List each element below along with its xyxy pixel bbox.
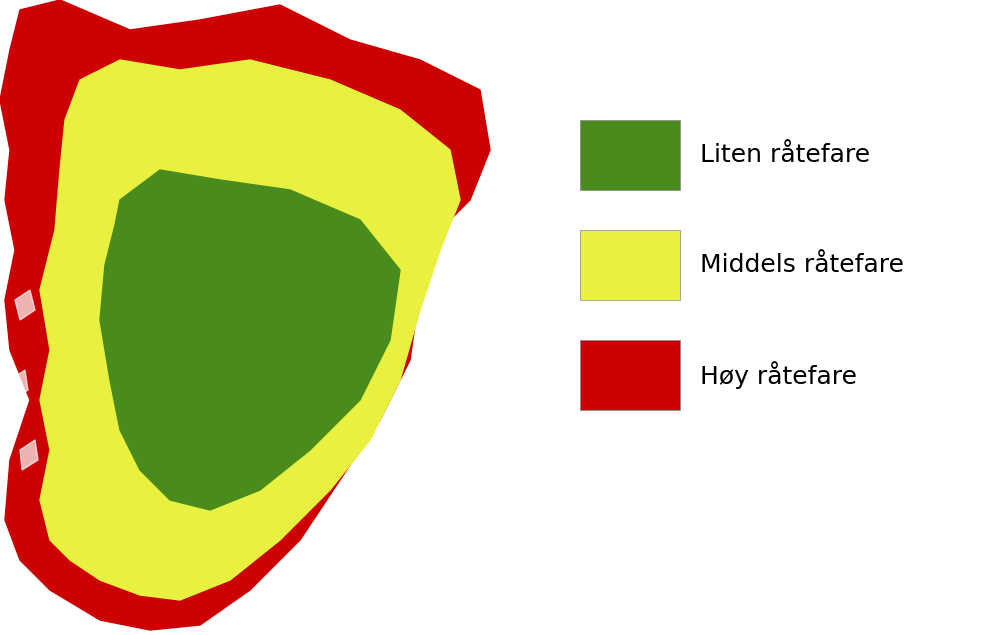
Text: Middels råtefare: Middels råtefare [699,253,903,277]
Bar [579,120,679,190]
Text: Liten råtefare: Liten råtefare [699,143,870,167]
Text: Høy råtefare: Høy råtefare [699,361,856,389]
Polygon shape [40,60,460,600]
Polygon shape [0,0,490,630]
Polygon shape [15,290,35,320]
Bar [579,340,679,410]
Bar [579,230,679,300]
Polygon shape [20,440,38,470]
Polygon shape [100,170,400,510]
Polygon shape [10,370,28,400]
